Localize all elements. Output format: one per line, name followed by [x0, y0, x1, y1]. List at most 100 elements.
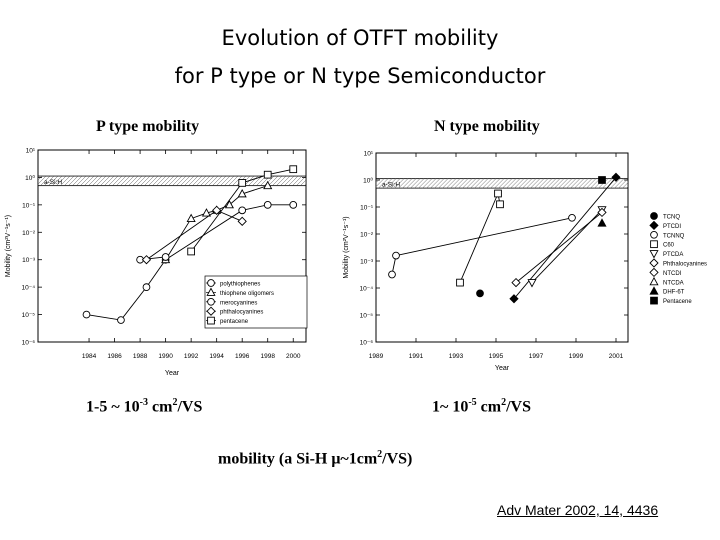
citation-link[interactable]: Adv Mater 2002, 14, 4436 — [497, 502, 659, 518]
hatch-line — [56, 175, 67, 186]
data-point — [187, 247, 195, 256]
x-tick-label: 1998 — [260, 353, 275, 360]
hatch-line — [276, 175, 287, 186]
hatch-line — [200, 175, 211, 186]
hatch-line — [602, 178, 613, 189]
hatch-line — [562, 178, 573, 189]
series-merocyanines — [136, 253, 170, 264]
hatch-line — [80, 175, 91, 186]
asi-band: a-Si:H — [375, 178, 629, 189]
hatch-line — [160, 175, 171, 186]
series-line — [513, 177, 617, 300]
legend-label: polythiophenes — [220, 282, 260, 288]
hatch-line — [450, 178, 461, 189]
data-point — [201, 208, 212, 217]
hatch-line — [252, 175, 263, 186]
x-tick-label: 2001 — [609, 353, 624, 360]
hatch-line — [418, 178, 429, 189]
hatch-line — [72, 175, 83, 186]
hatch-line — [378, 178, 389, 189]
hatch-line — [216, 175, 227, 186]
hatch-line — [614, 178, 625, 189]
hatch-line — [104, 175, 115, 186]
hatch-line — [622, 182, 629, 189]
hatch-line — [156, 175, 167, 186]
hatch-line — [438, 178, 449, 189]
data-point — [388, 270, 396, 279]
page-title: Evolution of OTFT mobility — [221, 26, 499, 50]
data-point — [496, 200, 504, 209]
data-point — [598, 176, 606, 184]
data-point — [494, 189, 502, 198]
y-tick-label: 10¹ — [26, 148, 36, 155]
hatch-line — [478, 178, 489, 189]
series-line — [391, 217, 573, 275]
hatch-line — [382, 178, 393, 189]
hatch-line — [386, 178, 397, 189]
x-tick-label: 2000 — [286, 353, 301, 360]
asi-band-label: a-Si:H — [44, 179, 62, 186]
legend-marker — [207, 279, 215, 287]
y-axis-label: Mobility (cm²V⁻¹s⁻¹) — [343, 216, 350, 278]
chart-n-type: a-Si:H 10⁻⁶ 10⁻⁵ 10⁻⁴ 10⁻³ 10⁻² 10⁻¹ 10⁰ 10¹ 1989… — [343, 151, 707, 373]
x-tick-label: 1999 — [569, 353, 584, 360]
series-line — [190, 168, 294, 252]
legend-label: TCNQ — [663, 215, 680, 221]
x-axis-label: Year — [165, 370, 180, 377]
hatch-line — [116, 175, 127, 186]
hatch-line — [610, 178, 621, 189]
data-point — [142, 283, 151, 291]
series-line — [165, 185, 268, 260]
hatch-line — [390, 178, 401, 189]
y-axis-label: Mobility (cm²V⁻¹s⁻¹) — [5, 215, 12, 277]
data-point — [597, 218, 607, 227]
data-point — [117, 316, 125, 324]
x-tick-label: 1986 — [107, 353, 122, 360]
hatch-line — [538, 178, 549, 189]
legend-marker — [649, 258, 659, 268]
data-point — [82, 310, 91, 319]
data-point — [161, 253, 170, 261]
hatch-line — [140, 175, 151, 186]
series-pentacene — [598, 176, 606, 184]
hatch-line — [284, 175, 295, 186]
hatch-line — [394, 178, 405, 189]
data-point — [263, 180, 273, 190]
data-point — [511, 277, 521, 288]
hatch-line — [434, 178, 445, 189]
hatch-line — [458, 178, 469, 189]
data-point — [141, 255, 152, 265]
hatch-line — [375, 178, 385, 187]
data-point — [237, 216, 247, 226]
legend-marker — [649, 220, 659, 231]
series-line — [459, 191, 501, 283]
hatch-line — [498, 178, 509, 189]
hatch-line — [212, 175, 223, 186]
legend-marker — [649, 250, 659, 259]
hatch-line — [60, 175, 71, 186]
hatch-line — [502, 178, 513, 189]
hatch-line — [554, 178, 565, 189]
hatch-line — [406, 178, 417, 189]
asi-band-label: a-Si:H — [382, 182, 400, 189]
hatch-line — [96, 175, 107, 186]
y-tick-label: 10⁰ — [363, 177, 373, 185]
data-point — [238, 179, 247, 187]
plot-frame — [37, 149, 307, 343]
legend-label: PTCDA — [663, 252, 683, 258]
data-point — [597, 207, 607, 218]
hatch-line — [534, 178, 545, 189]
legend: polythiophenes thiophene oligomers merocya… — [204, 275, 308, 329]
hatch-line — [442, 178, 453, 189]
series-phthalocyanines — [511, 207, 607, 288]
hatch-line — [304, 183, 307, 186]
hatch-line — [574, 178, 585, 189]
hatch-line — [208, 175, 219, 186]
hatch-line — [280, 175, 291, 186]
hatch-line — [410, 178, 421, 189]
hatch-line — [136, 175, 147, 186]
x-tick-label: 1993 — [449, 353, 464, 360]
hatch-line — [228, 175, 239, 186]
hatch-line — [232, 175, 243, 186]
y-tick-label: 10⁻⁵ — [360, 313, 374, 320]
